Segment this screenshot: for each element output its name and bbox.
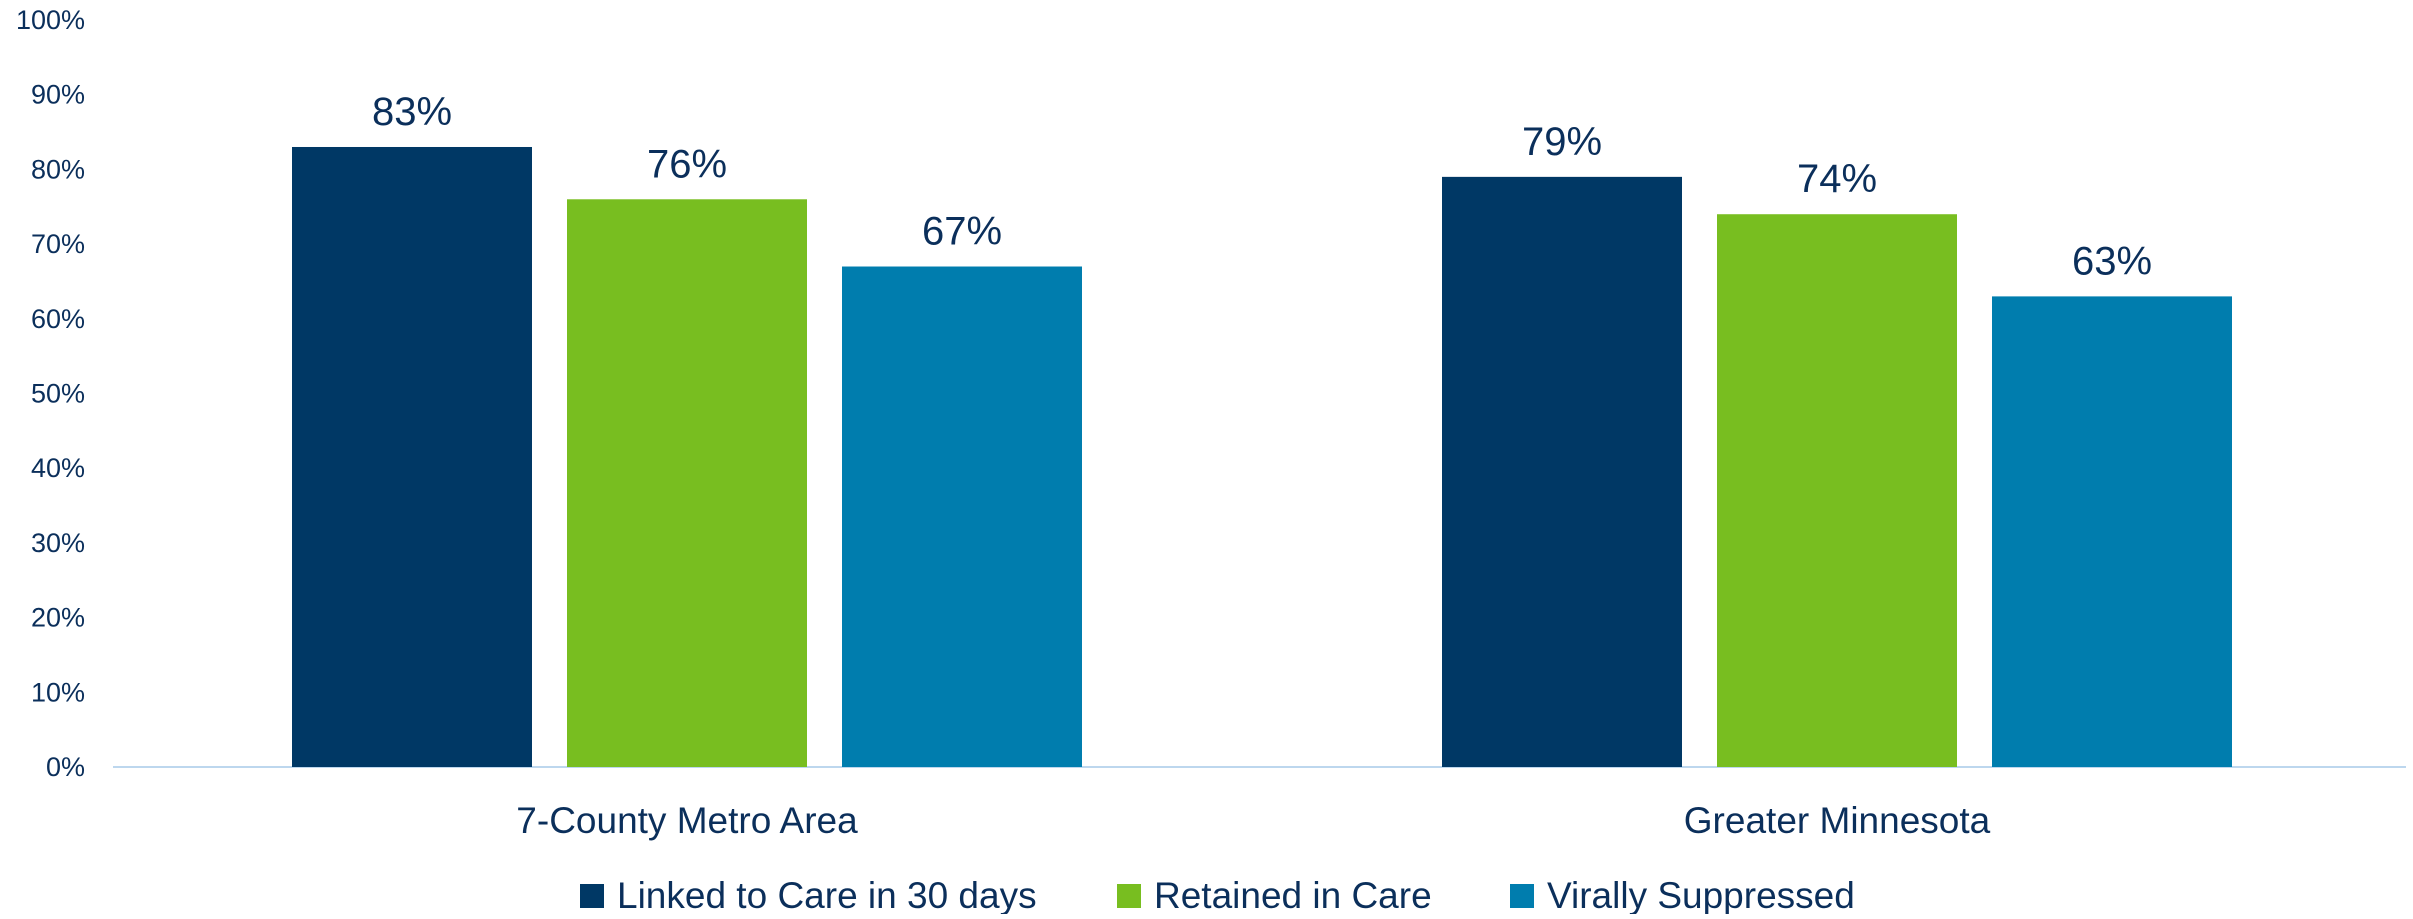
y-tick-label: 20% bbox=[31, 603, 85, 633]
data-label: 83% bbox=[372, 90, 452, 134]
x-category-label: 7-County Metro Area bbox=[516, 800, 858, 841]
data-label: 63% bbox=[2072, 239, 2152, 283]
legend-label: Virally Suppressed bbox=[1547, 875, 1855, 914]
y-tick-label: 100% bbox=[16, 5, 85, 35]
bars bbox=[292, 146, 2232, 768]
data-label: 76% bbox=[647, 142, 727, 186]
y-tick-label: 70% bbox=[31, 229, 85, 259]
data-label: 74% bbox=[1797, 157, 1877, 201]
y-tick-label: 90% bbox=[31, 80, 85, 110]
legend-item: Virally Suppressed bbox=[1510, 875, 1855, 916]
bar bbox=[292, 146, 532, 768]
legend-label: Linked to Care in 30 days bbox=[617, 875, 1037, 914]
legend-swatch bbox=[1117, 884, 1141, 908]
bar bbox=[1992, 296, 2232, 767]
y-axis: 0% 10% 20% 30% 40% 50% 60% 70% 80% 90% 100% bbox=[16, 5, 85, 782]
bar bbox=[842, 266, 1082, 767]
x-category-label: Greater Minnesota bbox=[1684, 800, 1991, 841]
y-tick-label: 30% bbox=[31, 528, 85, 558]
y-tick-label: 50% bbox=[31, 379, 85, 409]
data-label: 67% bbox=[922, 210, 1002, 254]
y-tick-label: 80% bbox=[31, 154, 85, 184]
bar bbox=[1442, 176, 1682, 767]
legend-label: Retained in Care bbox=[1154, 875, 1432, 914]
y-tick-label: 0% bbox=[46, 752, 85, 782]
category-labels: 7-County Metro Area Greater Minnesota bbox=[516, 800, 1990, 841]
bar bbox=[567, 199, 807, 767]
data-label: 79% bbox=[1522, 120, 1602, 164]
legend-item: Retained in Care bbox=[1117, 875, 1432, 916]
legend: Linked to Care in 30 days Retained in Car… bbox=[580, 875, 1855, 916]
legend-swatch bbox=[1510, 884, 1534, 908]
legend-item: Linked to Care in 30 days bbox=[580, 875, 1037, 916]
data-labels: 83% 76% 67% 79% 74% 63% bbox=[372, 90, 2152, 283]
y-tick-label: 10% bbox=[31, 677, 85, 707]
y-tick-label: 60% bbox=[31, 304, 85, 334]
legend-swatch bbox=[580, 884, 604, 908]
y-tick-label: 40% bbox=[31, 453, 85, 483]
bar bbox=[1717, 214, 1957, 768]
